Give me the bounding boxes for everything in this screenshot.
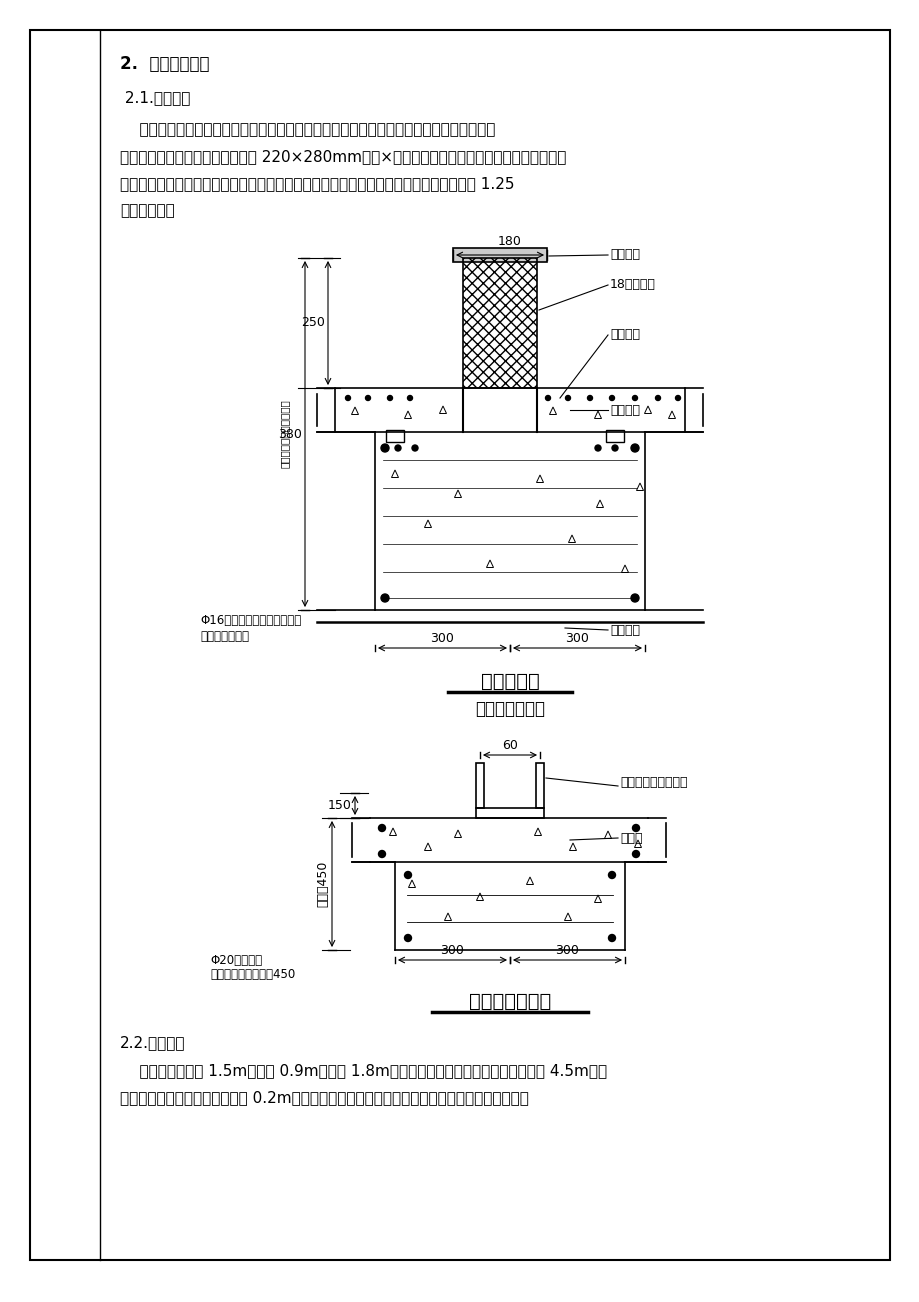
Circle shape xyxy=(675,396,680,401)
Text: Φ20锚环钢筋: Φ20锚环钢筋 xyxy=(210,953,262,966)
Circle shape xyxy=(380,444,389,452)
Text: 2.2.立杆间距: 2.2.立杆间距 xyxy=(119,1035,186,1049)
Text: 380: 380 xyxy=(278,427,301,440)
Text: 300: 300 xyxy=(555,944,579,957)
Text: 2.  主要施工方法: 2. 主要施工方法 xyxy=(119,55,210,73)
Circle shape xyxy=(608,396,614,401)
Text: 250: 250 xyxy=(301,316,324,329)
Bar xyxy=(536,763,543,809)
Text: 结构梁: 结构梁 xyxy=(619,832,641,845)
Circle shape xyxy=(346,396,350,401)
Bar xyxy=(452,247,547,262)
Circle shape xyxy=(607,935,615,941)
Bar xyxy=(475,763,483,809)
Text: 150: 150 xyxy=(328,799,352,812)
Circle shape xyxy=(565,396,570,401)
Circle shape xyxy=(632,824,639,832)
Circle shape xyxy=(404,871,411,879)
Circle shape xyxy=(378,824,385,832)
Text: 钢丝绳拉环大样: 钢丝绳拉环大样 xyxy=(469,992,550,1010)
Text: 搁置板位置，则相应加长: 搁置板位置，则相应加长 xyxy=(279,400,289,469)
Text: 不少于450: 不少于450 xyxy=(315,861,329,907)
Text: 楼板底筋: 楼板底筋 xyxy=(609,624,640,637)
Text: 悬挑脚手架搭设必须根据悬挑脚手架平面布置图在相应楼层楼面划分工字钢布置位置。剪: 悬挑脚手架搭设必须根据悬挑脚手架平面布置图在相应楼层楼面划分工字钢布置位置。剪 xyxy=(119,122,494,137)
Circle shape xyxy=(654,396,660,401)
Text: 倍悬挑长度。: 倍悬挑长度。 xyxy=(119,203,175,217)
Circle shape xyxy=(587,396,592,401)
Text: 墙开洞时，不得破坏剪力墙钢筋，且错开剪力墙约束构件位置。工字钢锚固长度大于等于 1.25: 墙开洞时，不得破坏剪力墙钢筋，且错开剪力墙约束构件位置。工字钢锚固长度大于等于 … xyxy=(119,176,514,191)
Circle shape xyxy=(607,871,615,879)
Circle shape xyxy=(632,850,639,858)
Circle shape xyxy=(394,445,401,450)
Circle shape xyxy=(407,396,412,401)
Circle shape xyxy=(387,396,392,401)
Circle shape xyxy=(632,396,637,401)
Text: 木楔紧固: 木楔紧固 xyxy=(609,249,640,262)
Bar xyxy=(335,388,685,432)
Circle shape xyxy=(412,445,417,450)
Circle shape xyxy=(630,444,639,452)
Text: 楼板面筋: 楼板面筋 xyxy=(609,328,640,341)
Text: Φ16锚环钢筋，置于板底筋下: Φ16锚环钢筋，置于板底筋下 xyxy=(199,613,301,626)
Text: 与板底钢筋点焊: 与板底钢筋点焊 xyxy=(199,629,249,642)
Text: 力墙位置预留洞口，洞口大小要求 220×280mm（宽×高），以便于工字钢后期能顺利拆除；在外: 力墙位置预留洞口，洞口大小要求 220×280mm（宽×高），以便于工字钢后期能… xyxy=(119,148,566,164)
Text: 18号工字钢: 18号工字钢 xyxy=(609,279,655,292)
Bar xyxy=(606,430,623,441)
Text: 2.1.定距定位: 2.1.定距定位 xyxy=(119,90,190,105)
Circle shape xyxy=(365,396,370,401)
Text: 两步三跨）；内侧立杆距建筑物 0.2m；脚手架底部立杆采用不同长度的钢管参差布置，使钢管立: 两步三跨）；内侧立杆距建筑物 0.2m；脚手架底部立杆采用不同长度的钢管参差布置… xyxy=(119,1090,528,1105)
Circle shape xyxy=(630,594,639,602)
Circle shape xyxy=(378,850,385,858)
Text: 60: 60 xyxy=(502,740,517,753)
Circle shape xyxy=(611,445,618,450)
Bar xyxy=(386,430,403,441)
Text: 用于固定工字钢: 用于固定工字钢 xyxy=(474,700,544,717)
Text: 与结构梁上部筋点焊: 与结构梁上部筋点焊 xyxy=(619,776,686,789)
Circle shape xyxy=(404,935,411,941)
Circle shape xyxy=(595,445,600,450)
Text: 结构楼板: 结构楼板 xyxy=(609,404,640,417)
Bar xyxy=(462,258,537,388)
Bar xyxy=(475,809,543,818)
Text: 锚环大样图: 锚环大样图 xyxy=(480,672,539,691)
Text: 180: 180 xyxy=(497,234,521,247)
Circle shape xyxy=(545,396,550,401)
Text: 锚入结构梁中不小于450: 锚入结构梁中不小于450 xyxy=(210,969,295,982)
Text: 300: 300 xyxy=(440,944,464,957)
Text: 300: 300 xyxy=(565,631,589,644)
Text: 脚手架立杆纵距 1.5m，横距 0.9m，步距 1.8m；连墙杆间距竖直每层设置一道，水平 4.5m（即: 脚手架立杆纵距 1.5m，横距 0.9m，步距 1.8m；连墙杆间距竖直每层设置… xyxy=(119,1062,607,1078)
Circle shape xyxy=(380,594,389,602)
Text: 300: 300 xyxy=(430,631,454,644)
